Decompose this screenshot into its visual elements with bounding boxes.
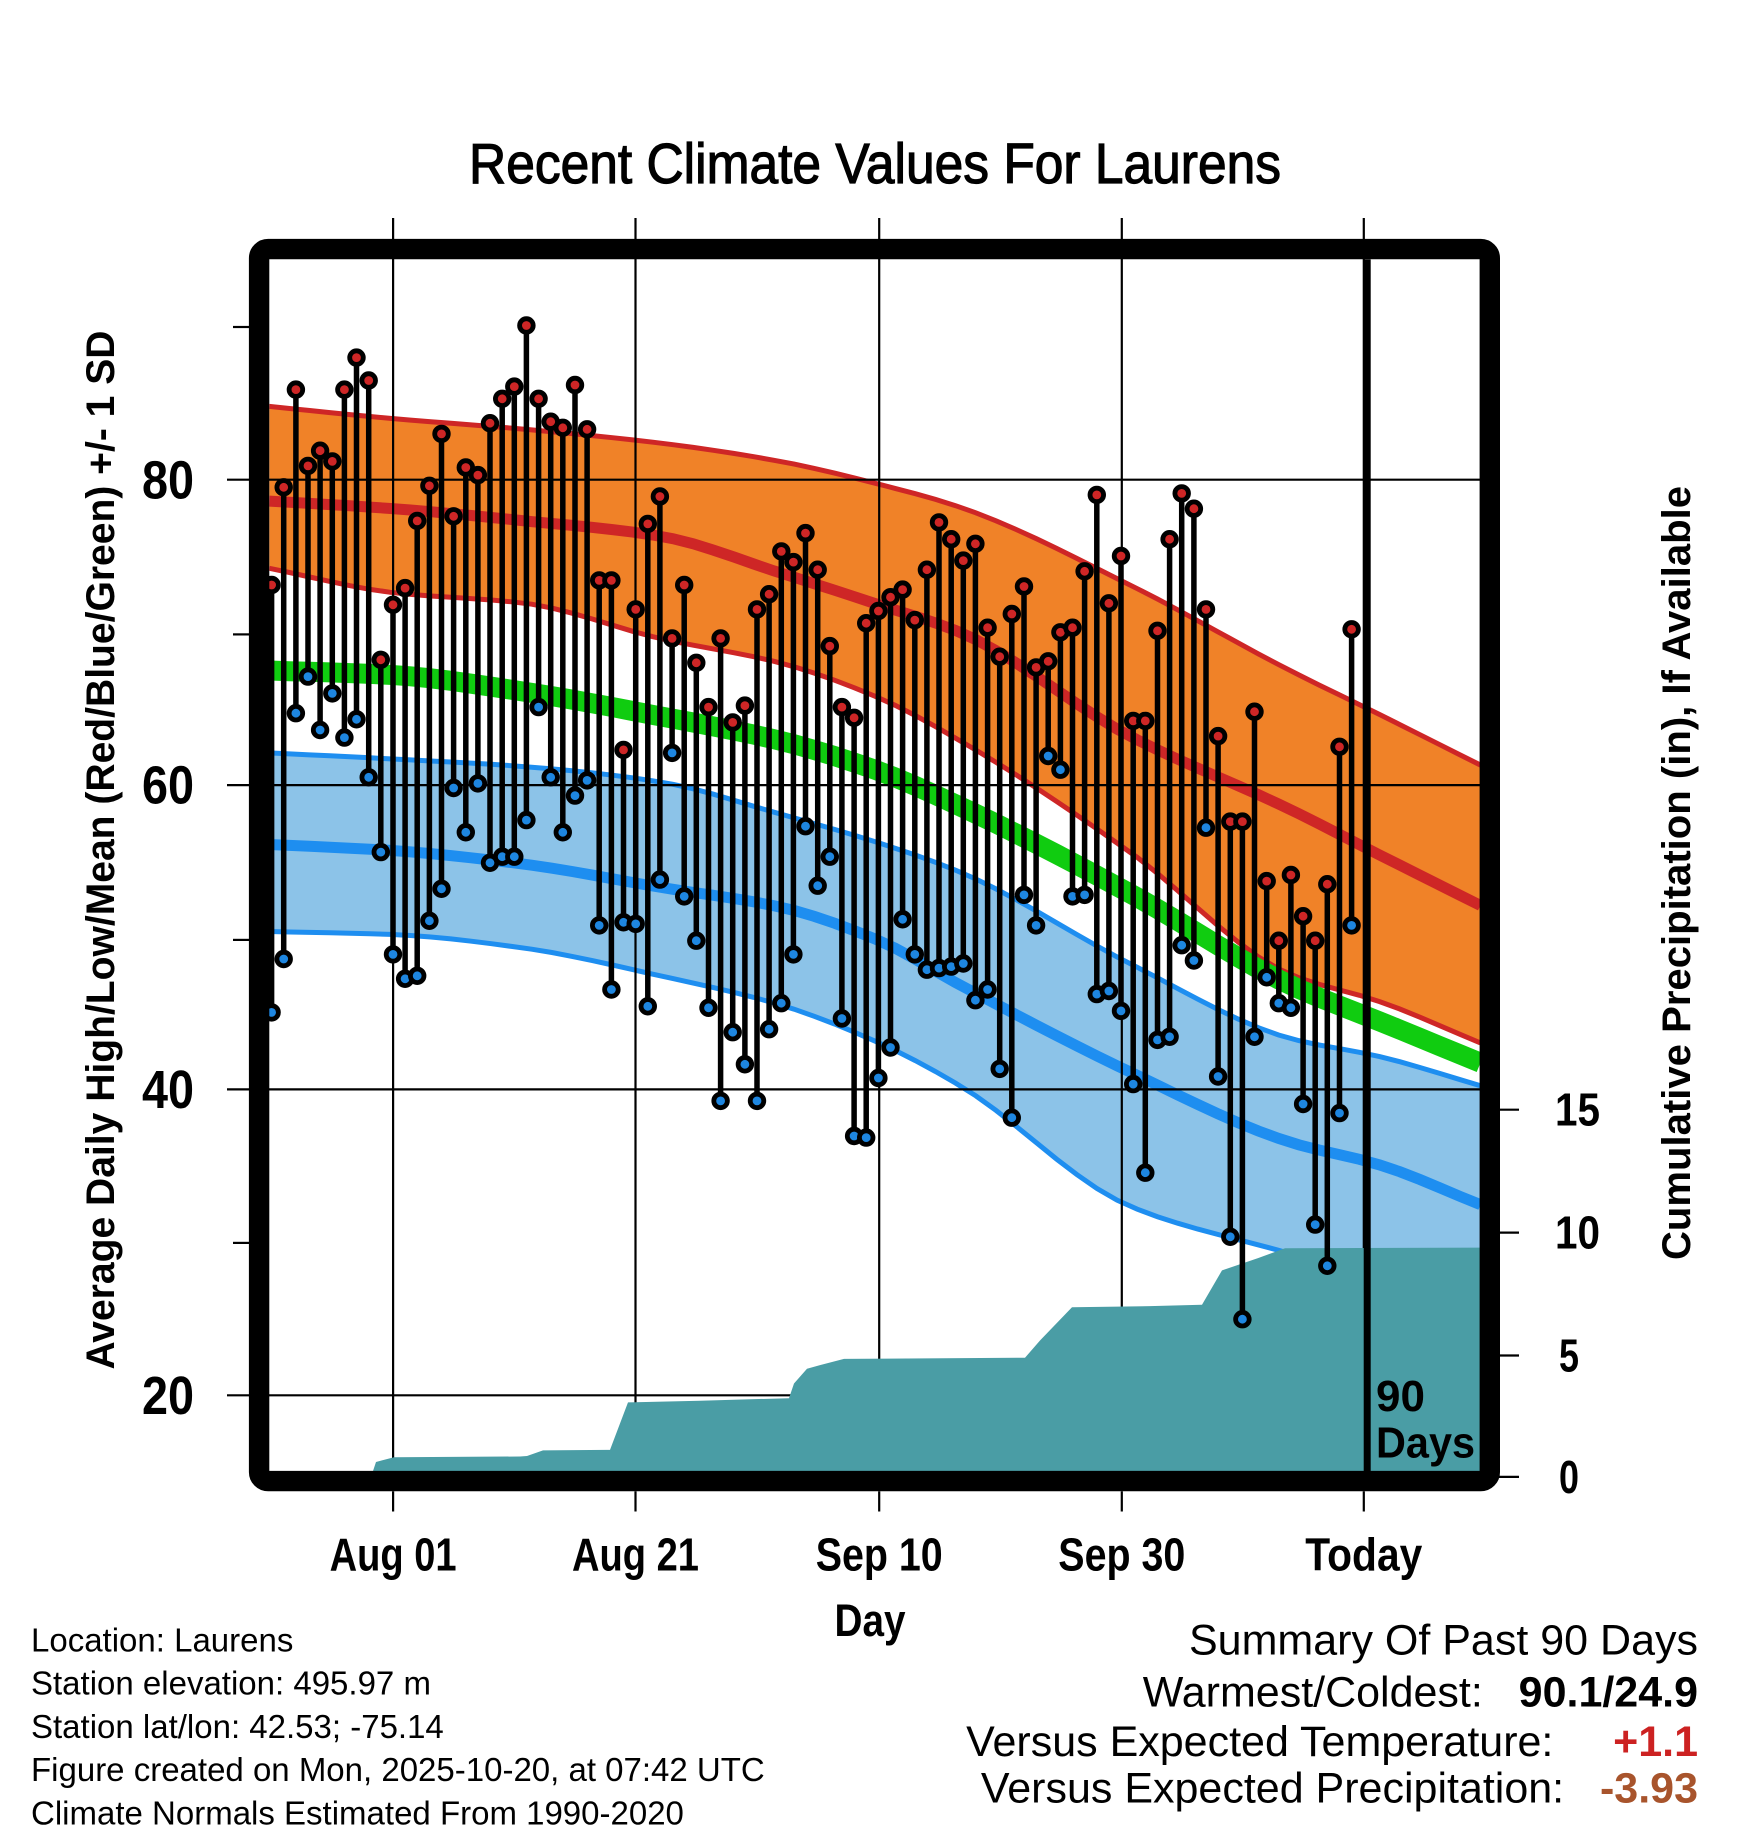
- svg-text:Sep 30: Sep 30: [1058, 1529, 1185, 1581]
- svg-text:5: 5: [1559, 1330, 1579, 1382]
- svg-text:Versus Expected Precipitation:: Versus Expected Precipitation: -3.93: [981, 1765, 1698, 1813]
- svg-text:90: 90: [1376, 1372, 1425, 1421]
- svg-text:80: 80: [142, 450, 194, 510]
- svg-text:Cumulative Precipitation (in),: Cumulative Precipitation (in), If Availa…: [1655, 486, 1699, 1260]
- svg-text:Sep 10: Sep 10: [816, 1529, 943, 1581]
- svg-text:0: 0: [1559, 1451, 1579, 1503]
- svg-text:Warmest/Coldest: 90.1/24.9: Warmest/Coldest: 90.1/24.9: [1143, 1669, 1698, 1717]
- svg-text:Climate Normals Estimated From: Climate Normals Estimated From 1990-2020: [31, 1794, 684, 1828]
- svg-text:Days: Days: [1376, 1418, 1475, 1467]
- svg-text:40: 40: [142, 1060, 194, 1120]
- svg-text:Average Daily High/Low/Mean (R: Average Daily High/Low/Mean (Red/Blue/Gr…: [79, 331, 123, 1370]
- svg-text:Aug 01: Aug 01: [330, 1529, 457, 1581]
- svg-text:Recent Climate Values For Laur: Recent Climate Values For Laurens: [469, 132, 1281, 196]
- svg-text:Location: Laurens: Location: Laurens: [31, 1622, 293, 1659]
- svg-text:Station lat/lon: 42.53; -75.14: Station lat/lon: 42.53; -75.14: [31, 1708, 444, 1745]
- svg-text:15: 15: [1555, 1084, 1600, 1136]
- svg-text:Figure created on Mon, 2025-10: Figure created on Mon, 2025-10-20, at 07…: [31, 1751, 765, 1788]
- svg-text:Versus Expected Temperature:: Versus Expected Temperature: +1.1: [966, 1718, 1698, 1766]
- svg-text:10: 10: [1555, 1207, 1600, 1259]
- svg-text:Day: Day: [835, 1595, 906, 1646]
- svg-text:Aug 21: Aug 21: [572, 1529, 699, 1581]
- svg-text:Station elevation: 495.97 m: Station elevation: 495.97 m: [31, 1665, 431, 1702]
- svg-text:20: 20: [142, 1366, 194, 1426]
- svg-text:Summary Of Past 90 Days: Summary Of Past 90 Days: [1189, 1617, 1698, 1665]
- svg-text:Today: Today: [1305, 1529, 1422, 1581]
- svg-text:60: 60: [142, 756, 194, 816]
